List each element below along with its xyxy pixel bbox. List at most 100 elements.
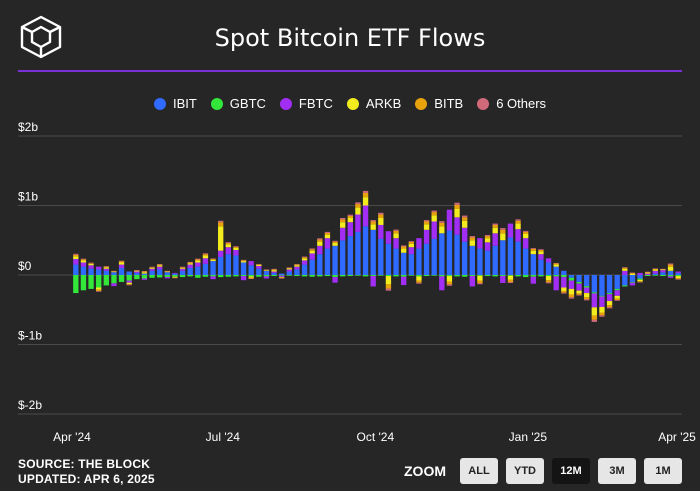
bar-segment-gbtc	[469, 275, 475, 277]
zoom-button-12m[interactable]: 12M	[552, 458, 590, 484]
bar-segment-fbtc	[652, 270, 658, 274]
bar-segment-6-others	[309, 248, 315, 250]
bar-segment-6-others	[667, 263, 674, 265]
bar-segment-arkb	[324, 234, 331, 239]
bar-segment-bitb	[141, 271, 148, 273]
bar-segment-6-others	[88, 262, 94, 264]
bar-segment-bitb	[202, 254, 209, 256]
legend-item-6-others[interactable]: 6 Others	[477, 96, 546, 111]
bar-segment-6-others	[256, 263, 262, 265]
bar-segment-6-others	[568, 297, 575, 299]
bar-segment-fbtc	[446, 209, 453, 231]
bar-segment-gbtc	[134, 275, 140, 280]
bar-segment-6-others	[477, 282, 483, 285]
bar-segment-ibit	[523, 248, 529, 275]
bar-segment-6-others	[347, 214, 353, 216]
bar-segment-6-others	[225, 242, 231, 244]
bar-segment-fbtc	[584, 287, 590, 294]
bar-segment-arkb	[675, 276, 681, 279]
bar-segment-fbtc	[309, 253, 315, 260]
bar-segment-6-others	[73, 253, 79, 255]
bar-segment-arkb	[263, 270, 270, 271]
zoom-button-3m[interactable]: 3M	[598, 458, 636, 484]
zoom-button-1m[interactable]: 1M	[644, 458, 682, 484]
bar-segment-arkb	[80, 260, 87, 263]
bar-segment-arkb	[408, 243, 414, 248]
y-tick-label: $-2b	[18, 398, 42, 412]
bar-segment-bitb	[599, 312, 605, 316]
bar-segment-ibit	[614, 275, 620, 289]
bar-segment-fbtc	[126, 280, 132, 283]
bar-segment-bitb	[324, 232, 331, 235]
bar-segment-bitb	[88, 263, 94, 264]
bar-segment-6-others	[629, 272, 636, 274]
bar-segment-6-others	[96, 290, 102, 292]
bar-segment-gbtc	[80, 275, 87, 291]
bar-segment-ibit	[584, 275, 590, 287]
bar-segment-ibit	[103, 270, 109, 275]
bar-segment-6-others	[240, 259, 247, 261]
bar-segment-ibit	[218, 256, 224, 275]
bar-segment-gbtc	[164, 275, 170, 278]
bar-segment-ibit	[187, 268, 193, 275]
bar-segment-arkb	[240, 261, 247, 263]
bar-segment-bitb	[538, 249, 544, 252]
bar-segment-ibit	[240, 262, 247, 275]
legend-item-arkb[interactable]: ARKB	[346, 96, 402, 111]
bar-segment-bitb	[378, 214, 384, 219]
bar-segment-6-others	[492, 223, 498, 225]
bar-segment-ibit	[118, 268, 125, 275]
bar-segment-ibit	[195, 266, 201, 275]
bar-segment-bitb	[96, 289, 102, 291]
bar-segment-arkb	[606, 301, 613, 306]
bar-segment-bitb	[462, 217, 468, 221]
bar-segment-bitb	[523, 231, 529, 234]
bar-segment-arkb	[591, 307, 597, 316]
bar-segment-fbtc	[187, 264, 193, 269]
bar-segment-ibit	[164, 272, 170, 275]
bar-segment-fbtc	[515, 229, 521, 242]
legend-item-fbtc[interactable]: FBTC	[279, 96, 333, 111]
bar-segment-bitb	[446, 281, 453, 285]
legend-item-gbtc[interactable]: GBTC	[210, 96, 266, 111]
bar-segment-bitb	[614, 298, 620, 301]
bar-segment-fbtc	[645, 273, 651, 275]
bar-segment-6-others	[111, 270, 117, 272]
bar-segment-gbtc	[484, 275, 491, 277]
zoom-button-ytd[interactable]: YTD	[506, 458, 544, 484]
bar-segment-gbtc	[667, 275, 674, 277]
bar-segment-6-others	[591, 319, 597, 322]
bar-segment-6-others	[675, 279, 681, 280]
legend-label: 6 Others	[496, 96, 547, 111]
bar-segment-bitb	[553, 263, 559, 265]
zoom-controls: ZOOM ALL YTD 12M 3M 1M	[404, 458, 682, 484]
bar-segment-arkb	[340, 222, 346, 228]
bar-segment-6-others	[271, 268, 277, 270]
bar-segment-gbtc	[553, 275, 559, 277]
legend-item-bitb[interactable]: BITB	[415, 96, 463, 111]
bar-segment-arkb	[660, 269, 666, 271]
bar-segment-6-others	[301, 256, 308, 258]
bar-segment-ibit	[553, 266, 559, 275]
updated-text: UPDATED: APR 6, 2025	[18, 472, 155, 486]
zoom-button-all[interactable]: ALL	[460, 458, 498, 484]
bar-segment-ibit	[172, 273, 178, 275]
bar-segment-fbtc	[629, 282, 636, 286]
bar-segment-bitb	[576, 293, 582, 295]
bar-segment-gbtc	[263, 275, 270, 277]
bar-segment-fbtc	[301, 260, 308, 265]
bar-segment-arkb	[149, 267, 155, 269]
bar-segment-gbtc	[340, 275, 346, 277]
bar-segment-bitb	[484, 236, 491, 239]
bar-segment-gbtc	[286, 275, 292, 276]
legend-item-ibit[interactable]: IBIT	[153, 96, 197, 111]
bar-segment-bitb	[408, 241, 414, 244]
bar-segment-ibit	[629, 275, 636, 282]
legend-swatch	[153, 97, 166, 110]
bar-segment-bitb	[393, 230, 399, 234]
bar-segment-bitb	[103, 266, 109, 268]
bar-segment-6-others	[294, 264, 300, 265]
bar-segment-gbtc	[370, 275, 376, 277]
bar-segment-arkb	[271, 270, 277, 272]
legend-label: ARKB	[365, 96, 402, 111]
